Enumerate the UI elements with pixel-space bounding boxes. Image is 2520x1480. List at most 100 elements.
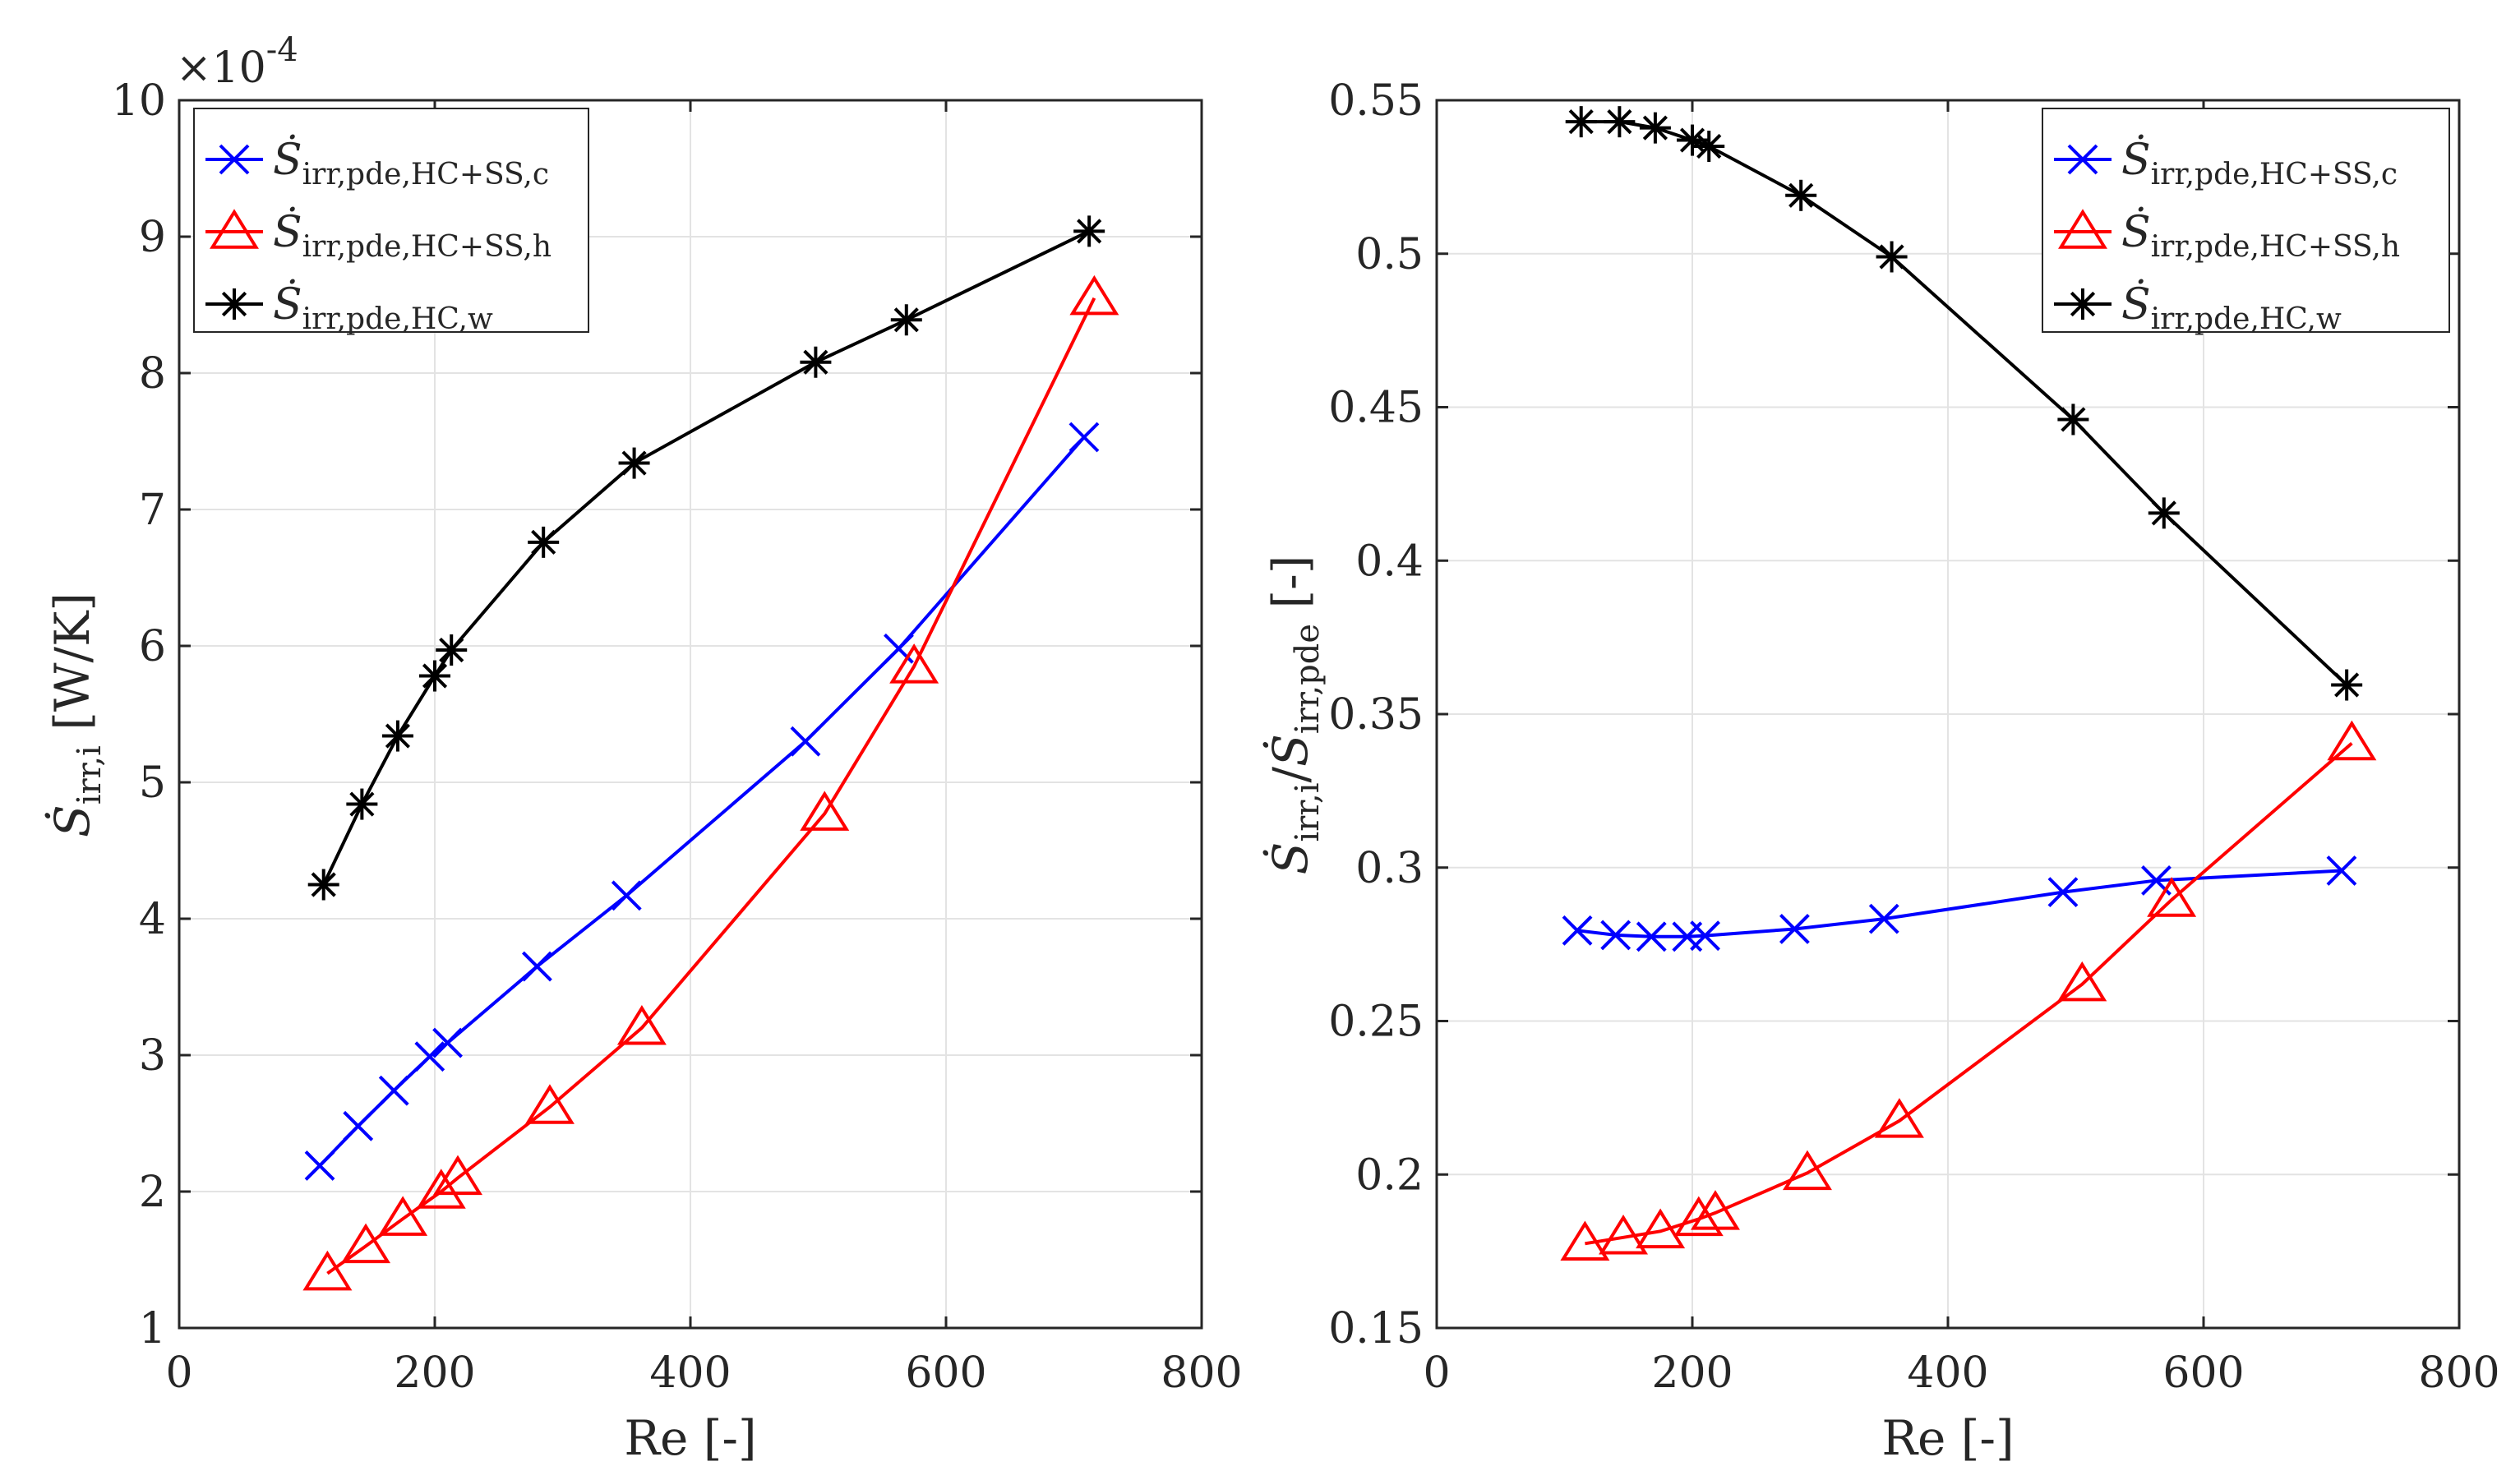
right-x-tick-label: 600 bbox=[2162, 1349, 2244, 1398]
right-series bbox=[1560, 106, 2377, 1261]
right-series-0-point bbox=[1636, 921, 1667, 952]
right-series-2-point bbox=[1565, 106, 1597, 138]
left-y-label-symbol: Ṡ bbox=[44, 805, 100, 837]
right-y-tick-label: 0.2 bbox=[1355, 1150, 1424, 1200]
right-series-2-point bbox=[1876, 241, 1908, 273]
left-series-2-point bbox=[419, 660, 450, 692]
right-y-label-sub: irr,i bbox=[1289, 782, 1327, 841]
right-y-label-unit: [-] bbox=[1262, 556, 1318, 624]
left-legend-marker-2 bbox=[219, 288, 250, 320]
right-series-1-point bbox=[1691, 1190, 1740, 1230]
right-y-label-symbol2: Ṡ bbox=[1262, 734, 1318, 767]
right-x-tick-label: 0 bbox=[1423, 1349, 1450, 1398]
left-series-2-point bbox=[346, 788, 378, 820]
right-series-0-point bbox=[1600, 920, 1632, 951]
right-series-1-point bbox=[2147, 877, 2197, 917]
left-series-1-point bbox=[889, 643, 939, 684]
left-series-2-point bbox=[381, 720, 413, 752]
left-series-2-point bbox=[1073, 215, 1105, 247]
left-x-tick-label: 0 bbox=[165, 1349, 192, 1398]
left-y-tick-label: 1 bbox=[139, 1304, 166, 1353]
right-legend-box bbox=[2042, 108, 2450, 333]
right-series-0-point bbox=[2047, 877, 2079, 908]
right-legend: Ṡirr,pde,HC+SS,c Ṡirr,pde,HC+SS,h Ṡirr,pde… bbox=[2042, 108, 2450, 336]
left-y-label-sub: irr,i bbox=[71, 745, 108, 805]
left-y-tick-label: 10 bbox=[112, 76, 166, 126]
right-series-1-point bbox=[1782, 1150, 1832, 1191]
right-x-tick-label: 400 bbox=[1907, 1349, 1988, 1398]
right-series-0-point bbox=[2326, 855, 2357, 886]
left-y-tick-label: 7 bbox=[139, 486, 166, 535]
right-y-label-sub2: irr,pde bbox=[1289, 624, 1327, 734]
right-series-2-point bbox=[1639, 112, 1671, 144]
right-series-2-point bbox=[1604, 106, 1636, 138]
right-series-2-point bbox=[1785, 179, 1817, 211]
right-y-tick-label: 0.15 bbox=[1328, 1304, 1424, 1353]
right-series-2-point bbox=[2148, 497, 2180, 529]
right-series-0-point bbox=[1562, 915, 1593, 946]
left-series-1-point bbox=[341, 1223, 391, 1264]
left-y-tick-label: 4 bbox=[139, 895, 166, 944]
left-series-0-point bbox=[414, 1041, 445, 1072]
left-y-label-unit: [W/K] bbox=[44, 592, 100, 745]
right-y-label-symbol: Ṡ bbox=[1262, 842, 1318, 875]
left-x-tick-label: 400 bbox=[649, 1349, 731, 1398]
left-series-1-point bbox=[616, 1004, 667, 1045]
right-y-tick-label: 0.5 bbox=[1355, 230, 1424, 279]
left-series-2-point bbox=[890, 304, 922, 336]
left-series-2-point bbox=[618, 447, 650, 479]
right-y-label-mid: / bbox=[1262, 766, 1318, 782]
right-y-tick-label: 0.35 bbox=[1328, 690, 1424, 740]
right-series-1-point bbox=[1874, 1098, 1924, 1138]
left-ticks: 0 200 400 600 800 1 2 3 4 5 6 7 8 9 10 bbox=[112, 76, 1243, 1398]
right-legend-label-0: Ṡirr,pde,HC+SS,c bbox=[2121, 135, 2398, 191]
right-legend-marker-1 bbox=[2058, 209, 2107, 249]
left-series-1-point bbox=[433, 1155, 482, 1196]
left-y-tick-label: 2 bbox=[139, 1168, 166, 1217]
right-series-1-point bbox=[1599, 1215, 1649, 1255]
left-series-1-point bbox=[1069, 274, 1119, 316]
right-x-tick-label: 800 bbox=[2418, 1349, 2499, 1398]
right-series-1-point bbox=[1560, 1220, 1610, 1261]
left-legend-marker-0 bbox=[219, 144, 250, 175]
left-series-line-0 bbox=[318, 436, 1086, 1167]
left-legend-marker-1 bbox=[210, 209, 259, 249]
right-series-2-point bbox=[1693, 131, 1725, 163]
right-series-0-point bbox=[1779, 914, 1810, 944]
left-series-1-point bbox=[800, 791, 850, 831]
left-legend-label-2: Ṡirr,pde,HC,w bbox=[273, 279, 493, 336]
left-x-axis-label: Re [-] bbox=[624, 1410, 756, 1466]
right-y-tick-label: 0.55 bbox=[1328, 76, 1424, 126]
left-y-tick-label: 3 bbox=[139, 1031, 166, 1081]
right-series-2-point bbox=[2057, 403, 2089, 436]
right-series-1-point bbox=[2327, 720, 2377, 761]
right-legend-marker-2 bbox=[2067, 288, 2098, 320]
right-x-tick-label: 200 bbox=[1651, 1349, 1733, 1398]
right-series-line-1 bbox=[1585, 741, 2353, 1246]
left-series-1-point bbox=[416, 1169, 466, 1209]
right-series-line-0 bbox=[1576, 869, 2342, 938]
left-x-tick-label: 800 bbox=[1161, 1349, 1242, 1398]
left-series-0-point bbox=[304, 1150, 335, 1181]
right-y-tick-label: 0.45 bbox=[1328, 384, 1424, 433]
left-series-2-point bbox=[800, 346, 832, 378]
left-legend-box bbox=[193, 108, 589, 333]
left-x-tick-label: 600 bbox=[905, 1349, 986, 1398]
right-series-1-point bbox=[1673, 1196, 1724, 1237]
left-y-tick-label: 8 bbox=[139, 349, 166, 399]
left-legend-label-1: Ṡirr,pde,HC+SS,h bbox=[273, 207, 552, 264]
right-y-tick-label: 0.3 bbox=[1355, 844, 1424, 893]
left-series-0-point bbox=[343, 1110, 374, 1141]
right-series-line-2 bbox=[1581, 120, 2348, 686]
left-y-exponent: ×10-4 bbox=[176, 31, 298, 93]
right-series-1-point bbox=[1636, 1208, 1686, 1249]
right-ticks: 0 200 400 600 800 0.15 0.2 0.25 0.3 0.35 0.4 0.45 0.… bbox=[1328, 76, 2499, 1398]
left-y-tick-label: 9 bbox=[139, 213, 166, 262]
left-series-1-point bbox=[378, 1196, 428, 1236]
left-series-1-point bbox=[524, 1084, 575, 1124]
right-y-tick-label: 0.25 bbox=[1328, 998, 1424, 1047]
left-series-line-2 bbox=[321, 229, 1091, 886]
left-series-0-point bbox=[432, 1027, 463, 1058]
right-legend-label-2: Ṡirr,pde,HC,w bbox=[2121, 279, 2342, 336]
left-series-0-point bbox=[378, 1075, 409, 1106]
